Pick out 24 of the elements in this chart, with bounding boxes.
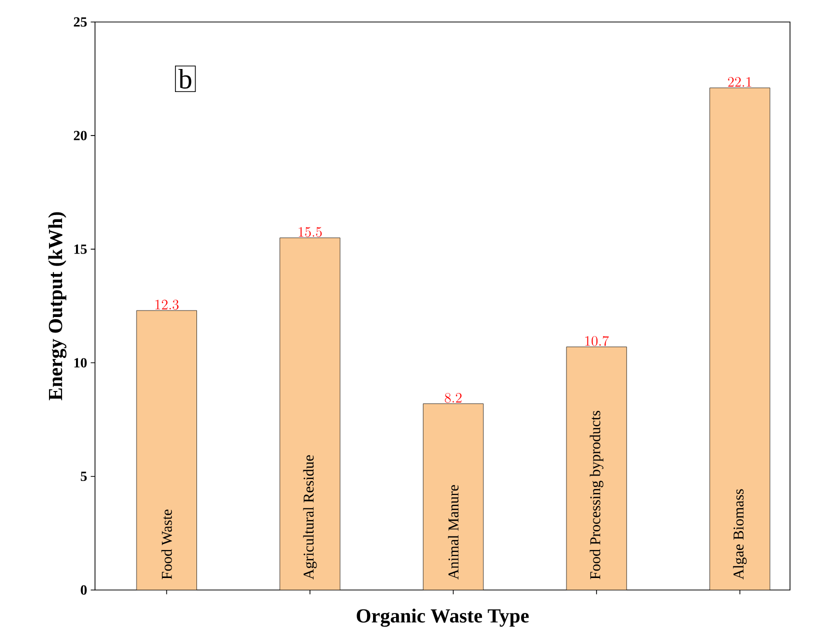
y-axis-title: Energy Output (kWh) [48,212,66,400]
x-tick-label: Animal Manure [448,485,459,580]
data-label: 15.5 [298,227,322,237]
bar [136,310,197,590]
y-tick-label: 25 [74,17,87,27]
bar [422,403,484,590]
y-tick-label: 10 [74,358,87,368]
y-tick-label: 5 [80,472,87,482]
x-tick-label: Food Waste [161,510,172,580]
x-tick-label: Agricultural Residue [303,455,317,580]
x-tick-label: Algae Biomass [733,489,747,580]
bar [280,238,340,590]
data-label: 12.3 [155,300,179,310]
data-label: 8.2 [444,392,462,403]
data-label: 22. 1 [728,77,752,87]
x-axis-title: Organic Waste Type [356,608,529,627]
data-label: 10.7 [585,336,609,346]
bar [710,88,770,590]
y-tick-label: 15 [74,244,87,254]
y-tick-label: 20 [74,130,87,140]
annotation: b [178,68,192,89]
y-tick-label: 0 [80,585,87,595]
bar [566,346,627,590]
x-tick-label: Food Processing byproducts [590,410,604,580]
